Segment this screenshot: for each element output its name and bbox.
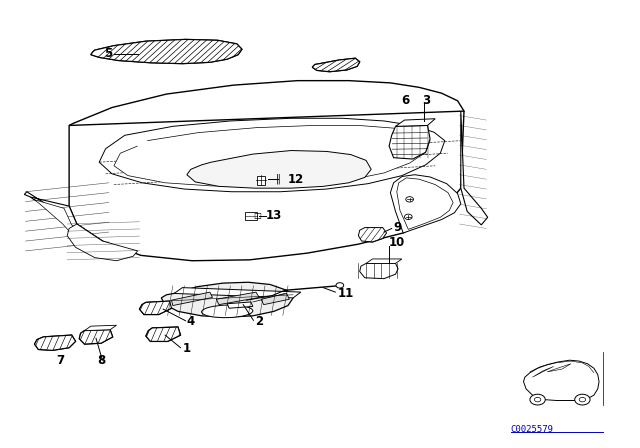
Text: □: □ [253,211,261,220]
Polygon shape [390,175,461,233]
Text: 6: 6 [401,94,410,108]
Text: 5: 5 [104,47,112,60]
Circle shape [336,283,344,288]
Polygon shape [524,360,599,401]
Ellipse shape [202,305,253,318]
Polygon shape [532,366,554,377]
Text: 9: 9 [394,221,402,234]
Polygon shape [67,224,138,261]
Polygon shape [172,292,212,306]
Polygon shape [216,292,259,305]
Text: 13: 13 [266,208,282,222]
Text: 8: 8 [97,353,106,367]
Polygon shape [69,81,464,149]
Polygon shape [187,151,371,188]
Bar [257,176,265,185]
PathPatch shape [91,39,242,64]
Text: 7: 7 [56,353,65,367]
Polygon shape [366,259,402,263]
Text: 12: 12 [288,172,304,186]
Polygon shape [397,178,453,229]
Text: 11: 11 [337,287,353,300]
PathPatch shape [140,301,172,314]
Polygon shape [31,197,96,246]
PathPatch shape [312,58,360,72]
Circle shape [579,397,586,402]
Polygon shape [35,335,76,350]
Polygon shape [174,288,301,298]
PathPatch shape [358,228,387,242]
Text: 10: 10 [388,236,404,250]
Polygon shape [161,282,293,317]
Polygon shape [69,111,464,261]
Polygon shape [91,39,242,64]
Polygon shape [79,330,113,344]
Polygon shape [84,325,116,331]
Circle shape [575,394,590,405]
Text: 4: 4 [187,315,195,328]
PathPatch shape [146,327,180,341]
Polygon shape [360,263,398,279]
Polygon shape [261,293,289,305]
Circle shape [406,197,413,202]
Polygon shape [358,228,387,242]
Text: 3: 3 [422,94,431,108]
Polygon shape [99,118,445,192]
Polygon shape [24,192,108,249]
PathPatch shape [35,335,76,350]
Circle shape [534,397,541,402]
Polygon shape [461,111,488,225]
Polygon shape [227,302,253,308]
Bar [245,212,257,220]
Polygon shape [146,327,180,341]
Text: 2: 2 [255,315,263,328]
Text: ‖: ‖ [276,174,281,185]
Circle shape [530,394,545,405]
Polygon shape [114,125,430,186]
Circle shape [404,214,412,220]
Polygon shape [312,58,360,72]
Polygon shape [389,125,430,159]
Polygon shape [140,301,172,314]
PathPatch shape [79,330,113,344]
Text: C0025579: C0025579 [511,425,554,434]
Polygon shape [547,364,571,372]
Text: 1: 1 [182,342,191,355]
Polygon shape [396,119,435,126]
